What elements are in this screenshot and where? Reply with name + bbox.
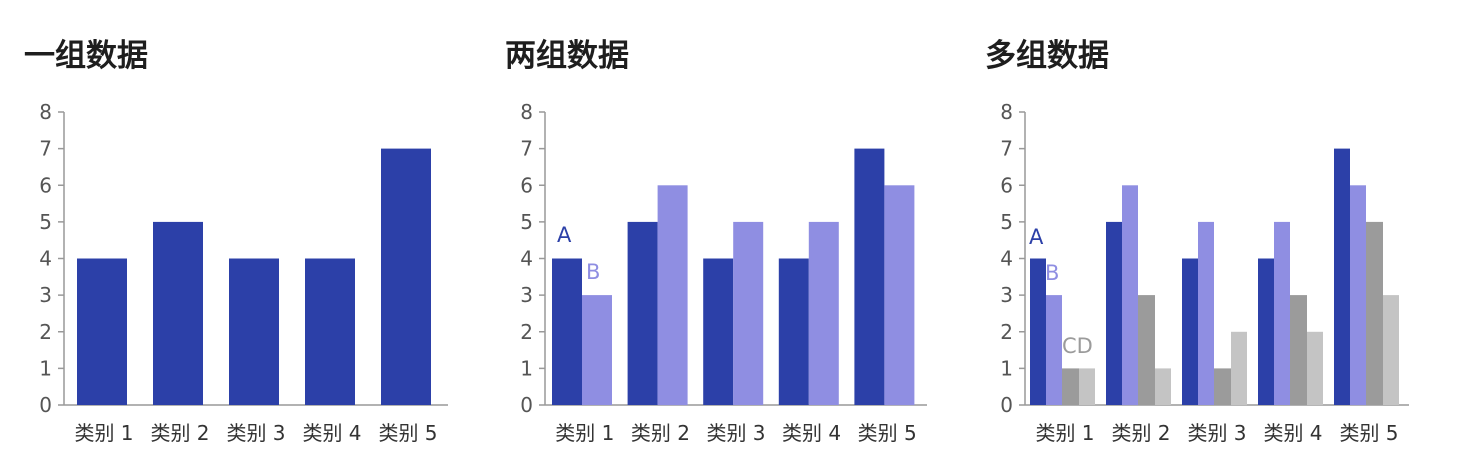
y-tick-label: 3 bbox=[520, 283, 533, 307]
bar-a-cat-2 bbox=[627, 221, 658, 405]
bar-a-cat-5 bbox=[854, 148, 885, 405]
bar-b-cat-2 bbox=[657, 185, 688, 406]
y-tick-label: 2 bbox=[520, 320, 533, 344]
y-tick-label: 6 bbox=[39, 173, 52, 197]
series-label-b: B bbox=[1045, 261, 1059, 285]
series-label-b: B bbox=[586, 260, 600, 284]
y-tick-label: 4 bbox=[520, 247, 533, 271]
x-category-label: 类别 5 bbox=[378, 421, 437, 445]
bar-b-cat-5 bbox=[884, 185, 915, 406]
bar-b-cat-3 bbox=[1198, 221, 1214, 405]
bar-c-cat-5 bbox=[1366, 221, 1383, 405]
x-category-label: 类别 3 bbox=[706, 421, 765, 445]
y-tick-label: 4 bbox=[39, 247, 52, 271]
y-tick-label: 5 bbox=[39, 210, 52, 234]
y-tick-label: 7 bbox=[39, 137, 52, 161]
bar-a-cat-4 bbox=[1258, 258, 1274, 405]
x-category-label: 类别 1 bbox=[555, 421, 614, 445]
x-category-label: 类别 5 bbox=[858, 421, 917, 445]
series-label-cd: CD bbox=[1062, 334, 1093, 358]
bar-d-cat-5 bbox=[1383, 295, 1399, 405]
y-tick-label: 4 bbox=[1000, 247, 1013, 271]
bar-a-cat-5 bbox=[1334, 148, 1350, 405]
bar-a-cat-1 bbox=[552, 258, 582, 405]
y-tick-label: 3 bbox=[1000, 283, 1013, 307]
chart-panel-1: 一组数据 0 1 2 3 4 5 6 7 8 类别 1 类别 2 类别 3 类别 4 类别 5 bbox=[24, 38, 448, 445]
series-label-a: A bbox=[1029, 225, 1044, 249]
chart-panel-3: 多组数据 0 1 2 3 4 5 6 7 8 类别 1 类别 2 类别 3 类别 4 类别 5 AB CD bbox=[985, 38, 1409, 445]
x-category-label: 类别 1 bbox=[1035, 421, 1094, 445]
y-tick-label: 1 bbox=[39, 356, 52, 380]
y-tick-label: 6 bbox=[520, 173, 533, 197]
y-tick-label: 8 bbox=[39, 100, 52, 124]
x-category-label: 类别 4 bbox=[782, 421, 841, 445]
y-tick-label: 0 bbox=[520, 393, 533, 417]
y-tick-label: 8 bbox=[520, 100, 533, 124]
bar-a-cat-1 bbox=[1030, 258, 1046, 405]
chart-title: 一组数据 bbox=[24, 38, 148, 74]
bar-c-cat-1 bbox=[1062, 368, 1079, 405]
y-tick-label: 5 bbox=[1000, 210, 1013, 234]
series-label-a: A bbox=[557, 223, 572, 247]
bar-series-cat-1 bbox=[77, 258, 127, 405]
y-tick-label: 6 bbox=[1000, 173, 1013, 197]
bar-b-cat-3 bbox=[733, 221, 764, 405]
bar-a-cat-2 bbox=[1106, 221, 1122, 405]
y-tick-label: 1 bbox=[1000, 356, 1013, 380]
x-category-label: 类别 2 bbox=[1111, 421, 1170, 445]
x-category-label: 类别 5 bbox=[1339, 421, 1398, 445]
bar-a-cat-3 bbox=[703, 258, 734, 405]
bar-series-cat-5 bbox=[381, 148, 431, 405]
bar-c-cat-2 bbox=[1138, 295, 1155, 405]
bar-d-cat-3 bbox=[1231, 331, 1247, 406]
x-category-label: 类别 4 bbox=[302, 421, 361, 445]
y-tick-label: 2 bbox=[39, 320, 52, 344]
y-tick-label: 5 bbox=[520, 210, 533, 234]
y-tick-label: 3 bbox=[39, 283, 52, 307]
x-category-label: 类别 2 bbox=[150, 421, 209, 445]
bar-b-cat-2 bbox=[1122, 185, 1138, 406]
chart-title: 两组数据 bbox=[505, 38, 629, 74]
bar-series-cat-4 bbox=[305, 258, 355, 405]
bar-a-cat-3 bbox=[1182, 258, 1198, 405]
y-tick-label: 1 bbox=[520, 356, 533, 380]
y-tick-label: 7 bbox=[1000, 137, 1013, 161]
x-category-label: 类别 3 bbox=[226, 421, 285, 445]
bar-d-cat-4 bbox=[1307, 331, 1323, 406]
chart-title: 多组数据 bbox=[985, 38, 1109, 74]
bar-series-cat-2 bbox=[153, 221, 203, 405]
bar-b-cat-1 bbox=[582, 295, 612, 405]
bar-d-cat-2 bbox=[1155, 368, 1171, 405]
x-category-label: 类别 2 bbox=[631, 421, 690, 445]
bar-b-cat-4 bbox=[1274, 221, 1290, 405]
bar-c-cat-4 bbox=[1290, 295, 1307, 405]
bar-b-cat-4 bbox=[808, 221, 839, 405]
bar-series-cat-3 bbox=[229, 258, 279, 405]
x-category-label: 类别 3 bbox=[1187, 421, 1246, 445]
y-tick-label: 0 bbox=[1000, 393, 1013, 417]
y-tick-label: 8 bbox=[1000, 100, 1013, 124]
bar-a-cat-4 bbox=[778, 258, 809, 405]
chart-panel-2: 两组数据 0 1 2 3 4 5 6 7 8 类别 1 类别 2 类别 3 类别 4 类别 5 AB bbox=[505, 38, 927, 445]
bar-d-cat-1 bbox=[1079, 368, 1095, 405]
x-category-label: 类别 1 bbox=[74, 421, 133, 445]
y-tick-label: 7 bbox=[520, 137, 533, 161]
bar-b-cat-1 bbox=[1046, 295, 1062, 405]
bar-b-cat-5 bbox=[1350, 185, 1366, 406]
x-category-label: 类别 4 bbox=[1263, 421, 1322, 445]
y-tick-label: 0 bbox=[39, 393, 52, 417]
y-tick-label: 2 bbox=[1000, 320, 1013, 344]
bar-c-cat-3 bbox=[1214, 368, 1231, 405]
